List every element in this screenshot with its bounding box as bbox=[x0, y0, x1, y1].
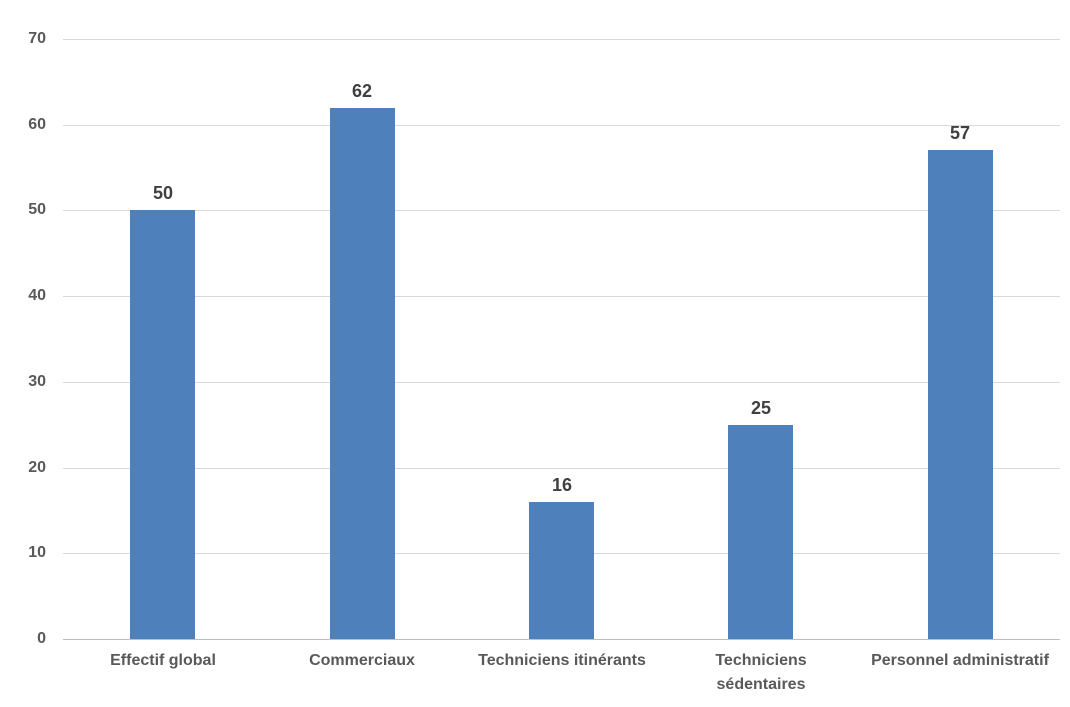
x-axis-line bbox=[63, 639, 1060, 640]
y-tick-label: 20 bbox=[28, 459, 46, 476]
y-tick-label: 30 bbox=[28, 373, 46, 390]
x-category-label: Effectif global bbox=[110, 652, 216, 669]
x-category-label: Commerciaux bbox=[309, 652, 415, 669]
gridline bbox=[63, 39, 1060, 40]
y-tick-label: 70 bbox=[28, 30, 46, 47]
x-category-label: Techniciens itinérants bbox=[478, 652, 646, 669]
gridline bbox=[63, 210, 1060, 211]
x-category-label: Personnel administratif bbox=[871, 652, 1049, 669]
bar-value-label: 16 bbox=[551, 475, 573, 495]
y-tick-label: 10 bbox=[28, 544, 46, 561]
bar bbox=[928, 150, 993, 639]
bar-value-label: 57 bbox=[949, 123, 971, 143]
bar-value-label: 25 bbox=[750, 398, 772, 418]
gridline bbox=[63, 468, 1060, 469]
bar bbox=[529, 502, 594, 639]
gridline bbox=[63, 382, 1060, 383]
x-category-label: Techniciens sédentaires bbox=[715, 652, 807, 693]
y-tick-label: 40 bbox=[28, 287, 46, 304]
bar-value-label: 62 bbox=[351, 81, 373, 101]
y-tick-label: 50 bbox=[28, 201, 46, 218]
bar bbox=[728, 425, 793, 639]
gridline bbox=[63, 296, 1060, 297]
gridline bbox=[63, 125, 1060, 126]
bar bbox=[130, 210, 195, 639]
bar-value-label: 50 bbox=[152, 183, 174, 203]
y-tick-label: 0 bbox=[37, 630, 46, 647]
bar bbox=[330, 108, 395, 639]
y-tick-label: 60 bbox=[28, 116, 46, 133]
